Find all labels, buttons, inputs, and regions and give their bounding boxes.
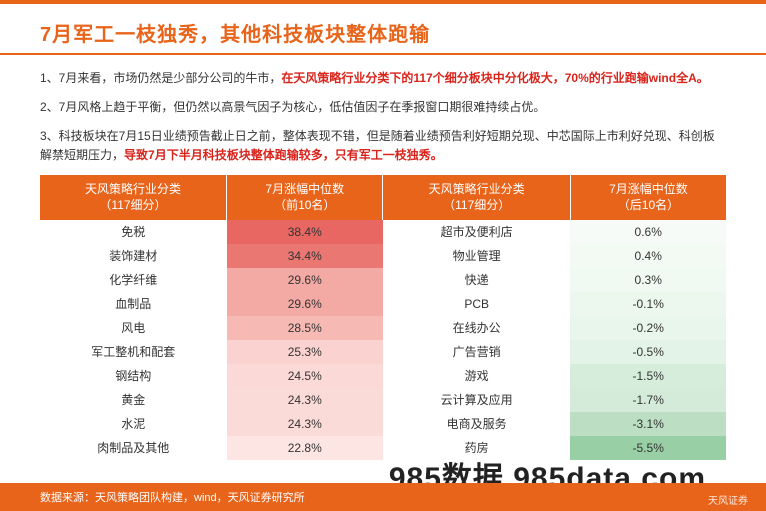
table-body: 免税38.4%超市及便利店0.6%装饰建材34.4%物业管理0.4%化学纤维29… xyxy=(40,220,726,460)
footer-bar: 数据来源：天风策略团队构建，wind，天风证券研究所 xyxy=(0,483,766,511)
row-left-name: 军工整机和配套 xyxy=(40,340,227,364)
row-left-value: 22.8% xyxy=(227,436,383,460)
row-right-value: 0.4% xyxy=(570,244,726,268)
row-right-name: PCB xyxy=(383,292,570,316)
row-left-name: 免税 xyxy=(40,220,227,244)
paragraph-2: 2、7月风格上趋于平衡，但仍然以高景气因子为核心，低估值因子在季报窗口期很难持续… xyxy=(40,98,726,118)
row-left-name: 黄金 xyxy=(40,388,227,412)
row-right-name: 广告营销 xyxy=(383,340,570,364)
row-left-name: 肉制品及其他 xyxy=(40,436,227,460)
row-left-value: 34.4% xyxy=(227,244,383,268)
brand-logo: 天风证券 xyxy=(708,492,748,507)
page-title: 7月军工一枝独秀，其他科技板块整体跑输 xyxy=(40,18,726,47)
data-table-wrap: 天风策略行业分类（117细分）7月涨幅中位数（前10名）天风策略行业分类（117… xyxy=(40,175,726,459)
table-row: 血制品29.6%PCB-0.1% xyxy=(40,292,726,316)
row-right-value: -1.7% xyxy=(570,388,726,412)
table-row: 军工整机和配套25.3%广告营销-0.5% xyxy=(40,340,726,364)
data-table: 天风策略行业分类（117细分）7月涨幅中位数（前10名）天风策略行业分类（117… xyxy=(40,175,726,459)
content-area: 1、7月来看，市场仍然是少部分公司的牛市，在天风策略行业分类下的117个细分板块… xyxy=(0,63,766,460)
row-left-name: 钢结构 xyxy=(40,364,227,388)
row-right-value: 0.3% xyxy=(570,268,726,292)
row-right-name: 游戏 xyxy=(383,364,570,388)
row-right-name: 快递 xyxy=(383,268,570,292)
row-right-name: 物业管理 xyxy=(383,244,570,268)
footer-source: 数据来源：天风策略团队构建，wind，天风证券研究所 xyxy=(40,489,305,505)
row-left-name: 化学纤维 xyxy=(40,268,227,292)
p1-text-b: 在天风策略行业分类下的117个细分板块中分化极大，70%的行业跑输wind全A。 xyxy=(281,71,708,85)
table-row: 装饰建材34.4%物业管理0.4% xyxy=(40,244,726,268)
table-row: 水泥24.3%电商及服务-3.1% xyxy=(40,412,726,436)
table-row: 钢结构24.5%游戏-1.5% xyxy=(40,364,726,388)
row-left-value: 28.5% xyxy=(227,316,383,340)
table-head: 天风策略行业分类（117细分）7月涨幅中位数（前10名）天风策略行业分类（117… xyxy=(40,175,726,219)
row-left-name: 装饰建材 xyxy=(40,244,227,268)
table-row: 化学纤维29.6%快递0.3% xyxy=(40,268,726,292)
title-section: 7月军工一枝独秀，其他科技板块整体跑输 xyxy=(0,4,766,55)
row-left-value: 24.5% xyxy=(227,364,383,388)
row-right-value: -3.1% xyxy=(570,412,726,436)
row-right-value: -1.5% xyxy=(570,364,726,388)
row-left-value: 24.3% xyxy=(227,412,383,436)
row-left-name: 水泥 xyxy=(40,412,227,436)
paragraph-1: 1、7月来看，市场仍然是少部分公司的牛市，在天风策略行业分类下的117个细分板块… xyxy=(40,69,726,89)
row-left-name: 风电 xyxy=(40,316,227,340)
table-row: 风电28.5%在线办公-0.2% xyxy=(40,316,726,340)
row-left-value: 24.3% xyxy=(227,388,383,412)
row-right-value: -0.5% xyxy=(570,340,726,364)
row-left-value: 29.6% xyxy=(227,268,383,292)
row-right-value: -0.2% xyxy=(570,316,726,340)
table-header-cell: 7月涨幅中位数（前10名） xyxy=(227,175,383,219)
row-right-value: -0.1% xyxy=(570,292,726,316)
table-row: 黄金24.3%云计算及应用-1.7% xyxy=(40,388,726,412)
p1-text-a: 1、7月来看，市场仍然是少部分公司的牛市， xyxy=(40,71,281,85)
table-row: 肉制品及其他22.8%药房-5.5% xyxy=(40,436,726,460)
row-left-name: 血制品 xyxy=(40,292,227,316)
row-right-name: 超市及便利店 xyxy=(383,220,570,244)
row-right-name: 药房 xyxy=(383,436,570,460)
row-right-value: -5.5% xyxy=(570,436,726,460)
table-header-cell: 7月涨幅中位数（后10名） xyxy=(570,175,726,219)
row-left-value: 38.4% xyxy=(227,220,383,244)
paragraph-3: 3、科技板块在7月15日业绩预告截止日之前，整体表现不错，但是随着业绩预告利好短… xyxy=(40,127,726,167)
row-left-value: 29.6% xyxy=(227,292,383,316)
row-left-value: 25.3% xyxy=(227,340,383,364)
row-right-name: 云计算及应用 xyxy=(383,388,570,412)
row-right-value: 0.6% xyxy=(570,220,726,244)
p3-text-b: 导致7月下半月科技板块整体跑输较多，只有军工一枝独秀。 xyxy=(124,148,443,162)
row-right-name: 在线办公 xyxy=(383,316,570,340)
table-header-cell: 天风策略行业分类（117细分） xyxy=(40,175,227,219)
row-right-name: 电商及服务 xyxy=(383,412,570,436)
table-header-cell: 天风策略行业分类（117细分） xyxy=(383,175,570,219)
table-row: 免税38.4%超市及便利店0.6% xyxy=(40,220,726,244)
